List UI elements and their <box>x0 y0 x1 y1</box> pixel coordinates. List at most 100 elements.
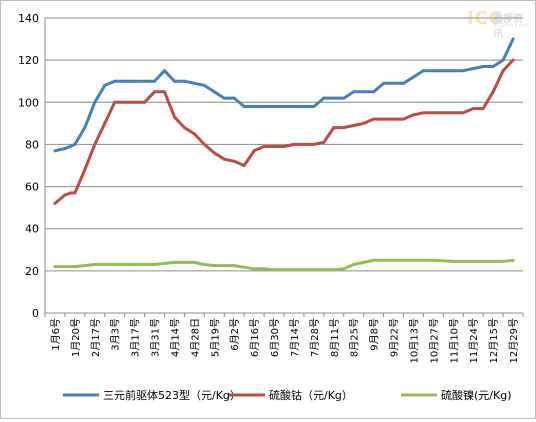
series-2-point <box>69 191 73 195</box>
series-1-point <box>471 67 475 71</box>
y-tick-label: 120 <box>18 54 39 67</box>
series-3-point <box>312 268 316 272</box>
y-tick-label: 20 <box>25 265 39 278</box>
series-3-point <box>133 263 137 267</box>
series-2-point <box>83 168 87 172</box>
series-2-point <box>153 90 157 94</box>
series-3-point <box>172 260 176 264</box>
x-tick-label: 7月14号 <box>289 318 301 357</box>
watermark-logo: ICC 鑫椤资讯 iccsino.com <box>467 6 531 40</box>
series-2-point <box>441 111 445 115</box>
grid-lines <box>45 17 523 272</box>
series-2-point <box>302 142 306 146</box>
series-1-point <box>411 75 415 79</box>
y-tick-label: 80 <box>25 138 39 151</box>
x-tick-label: 11月24号 <box>468 318 480 363</box>
series-2-point <box>123 100 127 104</box>
series-1-point <box>322 96 326 100</box>
series-1-point <box>431 69 435 73</box>
series-2-point <box>182 126 186 130</box>
x-tick-label: 3月3号 <box>110 318 122 351</box>
x-tick-label: 12月15号 <box>488 318 500 363</box>
series-1-point <box>481 64 485 68</box>
series-1-point <box>93 100 97 104</box>
series-2-point <box>411 113 415 117</box>
series-2-point <box>292 142 296 146</box>
series-2-point <box>262 145 266 149</box>
series-2-point <box>461 111 465 115</box>
series-1-point <box>372 90 376 94</box>
series-1-point <box>441 69 445 73</box>
series-2-point <box>113 100 117 104</box>
series-line-1 <box>53 37 515 153</box>
series-1-point <box>163 69 166 73</box>
series-2-point <box>481 107 485 111</box>
x-tick-label: 5月19号 <box>209 318 221 357</box>
series-1-point <box>172 79 176 83</box>
series-1-point <box>212 90 216 94</box>
series-3-point <box>292 268 296 272</box>
series-2-point <box>501 69 505 73</box>
series-1-point <box>143 79 147 83</box>
series-1-point <box>252 105 256 108</box>
series-1-point <box>202 83 206 87</box>
series-1-point <box>153 79 157 83</box>
series-3-point <box>272 268 276 272</box>
y-tick-label: 140 <box>18 12 39 25</box>
series-1-point <box>282 105 286 108</box>
series-3-point <box>511 258 515 262</box>
series-1-point <box>123 79 127 83</box>
series-3-point <box>212 264 216 268</box>
series-1-point <box>511 37 515 41</box>
legend-label: 硫酸钴（元/Kg） <box>269 388 353 402</box>
legend-label: 三元前驱体523型（元/Kg） <box>103 388 241 402</box>
x-tick-labels: 1月6号 1月20号 2月17号 3月3号 3月17号 3月31号 4月14号 4月28日 5月… <box>50 318 520 363</box>
series-2-point <box>73 191 77 195</box>
series-3-point <box>491 259 495 263</box>
series-1-point <box>292 105 296 108</box>
series-1-point <box>302 105 306 108</box>
legend-item-2: 硫酸钴（元/Kg） <box>229 388 353 402</box>
series-3-point <box>352 263 356 267</box>
series-2-point <box>402 117 405 121</box>
series-2-point <box>63 193 67 197</box>
series-1-point <box>352 90 356 94</box>
series-3-point <box>73 265 77 269</box>
series-2-point <box>133 100 137 104</box>
series-2-point <box>312 142 316 146</box>
series-3-point <box>93 263 97 267</box>
series-1-point <box>382 81 386 85</box>
x-tick-label: 1月6号 <box>50 318 62 351</box>
series-line-3 <box>53 258 515 272</box>
series-1-point <box>461 69 465 73</box>
x-tick-label: 4月14号 <box>169 318 181 357</box>
x-tick-label: 8月11号 <box>329 318 341 357</box>
series-3-point <box>202 263 206 267</box>
watermark-en: iccsino.com <box>493 22 529 29</box>
y-tick-label: 60 <box>25 181 39 194</box>
series-1-point <box>342 96 346 100</box>
series-1-point <box>451 69 455 73</box>
series-1-point <box>402 81 405 85</box>
series-2-point <box>222 157 226 161</box>
watermark-cn: 鑫椤资讯 <box>493 14 523 40</box>
x-tick-label: 10月13号 <box>408 318 420 363</box>
x-tick-label: 10月27号 <box>428 318 440 363</box>
series-3-point <box>222 264 226 268</box>
x-tick-label: 9月8号 <box>369 318 381 351</box>
x-tick-label: 6月2号 <box>229 318 241 351</box>
legend-item-1: 三元前驱体523型（元/Kg） <box>63 388 241 402</box>
series-1-point <box>362 90 366 94</box>
legend: 三元前驱体523型（元/Kg） 硫酸钴（元/Kg） 硫酸镍(元/Kg) <box>63 388 512 402</box>
series-1-point <box>53 149 57 153</box>
series-3-point <box>372 258 376 262</box>
series-3-point <box>411 258 415 262</box>
series-2-point <box>53 201 57 205</box>
series-1-point <box>491 64 495 68</box>
axes <box>44 18 524 317</box>
series-1-point <box>242 105 246 108</box>
series-2-point <box>103 121 107 125</box>
series-1-point <box>501 58 505 62</box>
